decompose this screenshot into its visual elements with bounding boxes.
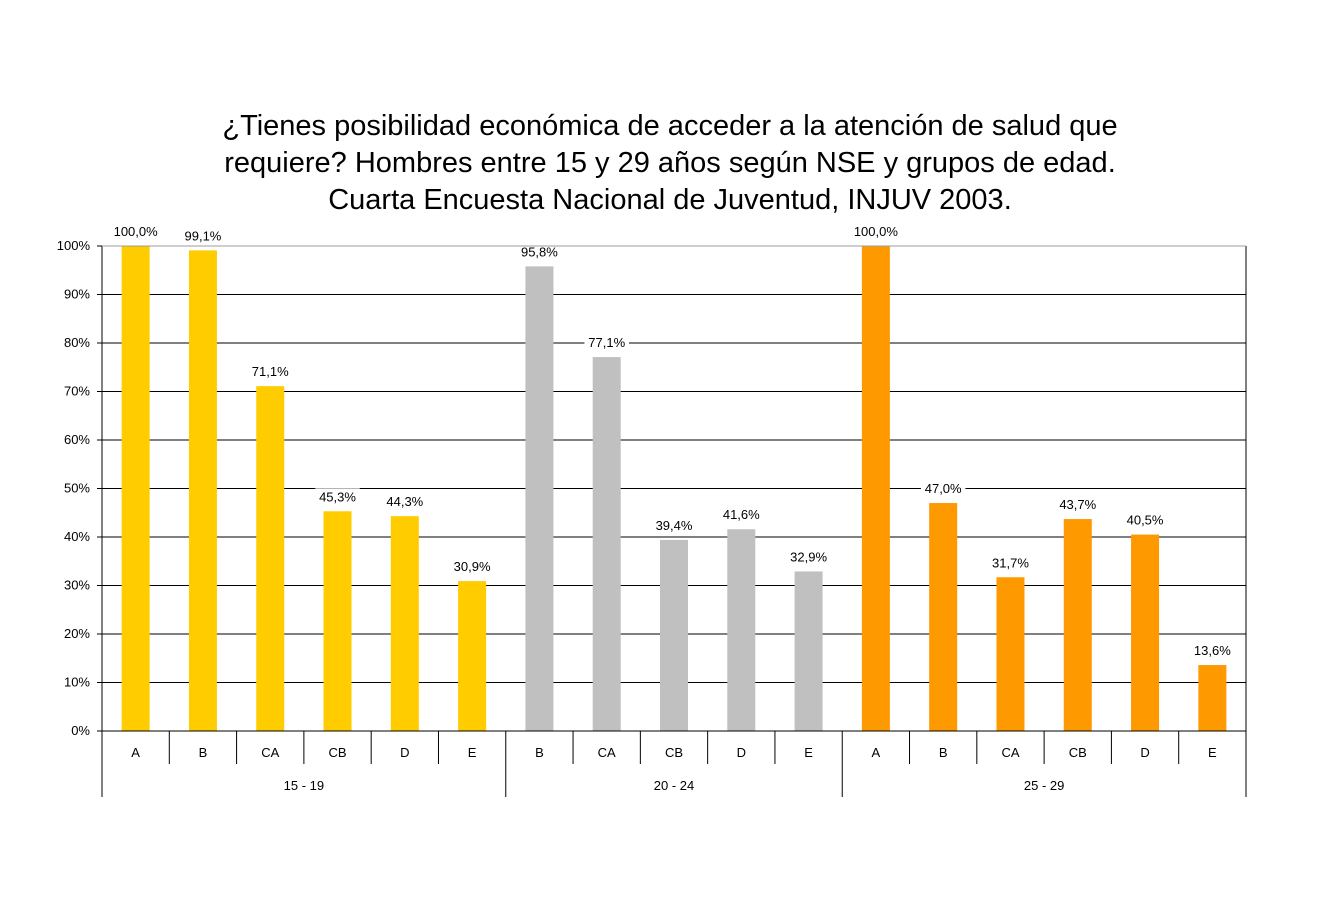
- data-label: 45,3%: [319, 489, 356, 504]
- x-category-label: D: [1140, 745, 1149, 760]
- data-label-bg: [786, 548, 831, 566]
- x-category-label: CB: [665, 745, 683, 760]
- y-tick-label: 90%: [64, 287, 90, 302]
- bar: [1063, 519, 1092, 731]
- bar: [188, 250, 217, 732]
- data-label: 43,7%: [1059, 497, 1096, 512]
- data-label-bg: [382, 493, 428, 511]
- data-labels: 100,0% 99,1% 71,1% 45,3% 44,3% 30,9% 95,8% 77,1…: [109, 223, 1235, 660]
- x-category-label: E: [1208, 745, 1217, 760]
- x-category-label: D: [737, 745, 746, 760]
- data-label-bg: [849, 223, 902, 240]
- bar: [727, 529, 756, 731]
- data-label: 31,7%: [992, 555, 1029, 570]
- data-label: 95,8%: [521, 244, 558, 259]
- bar: [525, 266, 554, 731]
- data-label: 40,5%: [1127, 513, 1164, 528]
- data-label-bg: [315, 488, 360, 506]
- data-label-bg: [584, 334, 629, 352]
- x-category-label: B: [535, 745, 544, 760]
- data-label: 13,6%: [1194, 643, 1231, 658]
- data-label-bg: [180, 227, 226, 245]
- bar: [458, 581, 487, 731]
- data-label-bg: [247, 363, 293, 381]
- x-group-label: 15 - 19: [284, 778, 324, 793]
- x-category-label: CA: [1001, 745, 1019, 760]
- chart-title-line-3: Cuarta Encuesta Nacional de Juventud, IN…: [328, 184, 1012, 216]
- data-label-bg: [517, 243, 562, 261]
- bar: [256, 386, 285, 731]
- data-label-bg: [988, 554, 1033, 572]
- y-tick-label: 100%: [57, 238, 91, 253]
- data-label: 100,0%: [114, 224, 159, 239]
- y-tick-label: 0%: [71, 723, 90, 738]
- bar: [861, 246, 890, 731]
- data-label: 44,3%: [386, 494, 423, 509]
- chart-title-line-1: ¿Tienes posibilidad económica de acceder…: [222, 110, 1118, 142]
- y-tick-label: 60%: [64, 432, 90, 447]
- x-category-label: E: [468, 745, 477, 760]
- data-label-bg: [1055, 496, 1101, 514]
- bars: [121, 246, 1227, 732]
- y-tick-label: 30%: [64, 578, 90, 593]
- x-category-label: B: [939, 745, 948, 760]
- x-category-label: CA: [598, 745, 616, 760]
- x-category-label: E: [804, 745, 813, 760]
- bar: [323, 511, 352, 731]
- bar: [794, 571, 823, 731]
- y-tick-label: 50%: [64, 481, 90, 496]
- x-category-label: CB: [328, 745, 346, 760]
- y-tick-label: 10%: [64, 675, 90, 690]
- data-label-bg: [449, 558, 495, 576]
- y-tick-label: 20%: [64, 626, 90, 641]
- data-label: 30,9%: [454, 559, 491, 574]
- data-label-bg: [1190, 642, 1235, 660]
- bar: [996, 577, 1025, 731]
- data-label-bg: [1122, 511, 1168, 529]
- data-label: 71,1%: [252, 364, 289, 379]
- bar: [660, 539, 688, 731]
- bar: [592, 357, 621, 731]
- data-label-bg: [920, 480, 966, 498]
- chart-title: ¿Tienes posibilidad económica de acceder…: [0, 108, 1323, 219]
- data-label-bg: [651, 516, 697, 534]
- x-category-label: D: [400, 745, 409, 760]
- y-tick-label: 40%: [64, 529, 90, 544]
- data-label: 77,1%: [588, 335, 625, 350]
- x-group-label: 25 - 29: [1024, 778, 1064, 793]
- data-label: 32,9%: [790, 549, 827, 564]
- bar: [1198, 665, 1227, 731]
- data-label-bg: [109, 223, 162, 240]
- bar: [929, 503, 958, 731]
- y-tick-label: 80%: [64, 335, 90, 350]
- data-label: 99,1%: [185, 228, 222, 243]
- x-group-label: 20 - 24: [654, 778, 694, 793]
- data-label-bg: [719, 506, 764, 524]
- bar: [121, 246, 150, 731]
- x-category-label: A: [872, 745, 881, 760]
- y-tick-label: 70%: [64, 384, 90, 399]
- bar: [390, 516, 419, 731]
- x-category-label: B: [199, 745, 208, 760]
- chart-title-line-2: requiere? Hombres entre 15 y 29 años seg…: [224, 147, 1116, 179]
- x-category-label: CB: [1069, 745, 1087, 760]
- bar: [1131, 534, 1160, 731]
- x-category-label: CA: [261, 745, 279, 760]
- axes: 0% 10% 20% 30% 40% 50% 60% 70% 80% 90% 100% A B CA CB D…: [57, 238, 1247, 797]
- data-label: 41,6%: [723, 507, 760, 522]
- data-label: 100,0%: [854, 224, 899, 239]
- x-category-label: A: [131, 745, 140, 760]
- data-label: 47,0%: [925, 481, 962, 496]
- data-label: 39,4%: [656, 518, 693, 533]
